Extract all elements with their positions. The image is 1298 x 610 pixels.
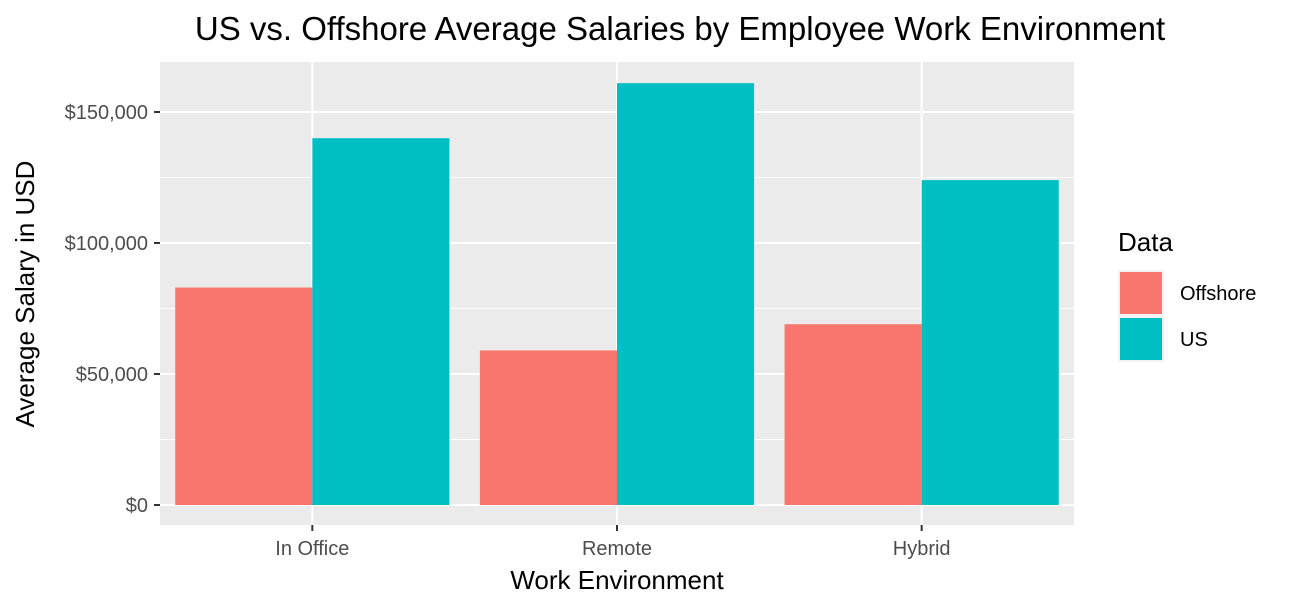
y-tick-label: $150,000 — [65, 102, 148, 124]
bar-offshore-hybrid — [784, 324, 922, 505]
y-tick-label: $50,000 — [76, 364, 148, 386]
x-tick-label: In Office — [275, 538, 349, 560]
bar-us-remote — [617, 83, 755, 506]
legend-label-offshore: Offshore — [1180, 283, 1256, 305]
x-tick-label: Hybrid — [893, 538, 951, 560]
legend-title: Data — [1118, 227, 1173, 257]
y-axis: $0 $50,000 $100,000 $150,000 — [65, 102, 160, 517]
legend-swatch-offshore — [1120, 272, 1162, 314]
y-tick-label: $0 — [126, 495, 148, 517]
x-axis-title: Work Environment — [510, 565, 724, 595]
bars — [175, 83, 1059, 506]
legend-swatch-us — [1120, 318, 1162, 360]
y-axis-title: Average Salary in USD — [10, 161, 40, 428]
bar-us-hybrid — [921, 180, 1059, 505]
bar-offshore-remote — [479, 350, 617, 505]
x-tick-label: Remote — [582, 538, 652, 560]
bar-offshore-in-office — [175, 287, 313, 505]
y-tick-label: $100,000 — [65, 233, 148, 255]
chart-title: US vs. Offshore Average Salaries by Empl… — [195, 10, 1165, 47]
legend: Data Offshore US — [1118, 227, 1256, 362]
legend-label-us: US — [1180, 329, 1208, 351]
x-axis: In Office Remote Hybrid — [275, 525, 951, 560]
bar-us-in-office — [312, 138, 450, 505]
